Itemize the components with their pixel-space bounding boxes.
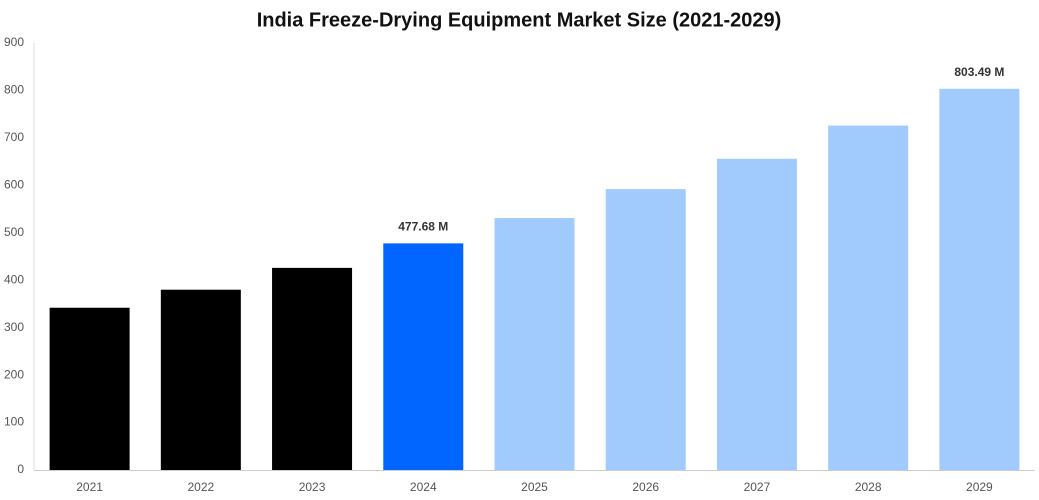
value-label: 803.49 M [954, 65, 1004, 79]
bar [605, 189, 686, 470]
bar [160, 289, 241, 470]
y-tick-label: 800 [4, 83, 24, 97]
x-tick-label: 2026 [632, 480, 659, 494]
x-tick-label: 2021 [76, 480, 103, 494]
bar [383, 243, 464, 470]
y-tick-label: 700 [4, 130, 24, 144]
bar [939, 88, 1020, 470]
bar [49, 307, 130, 470]
x-tick-label: 2024 [410, 480, 437, 494]
value-label: 477.68 M [398, 220, 448, 234]
y-tick-label: 400 [4, 272, 24, 286]
x-tick-label: 2029 [966, 480, 993, 494]
bar [828, 125, 909, 470]
bar [272, 267, 353, 470]
y-tick-label: 600 [4, 178, 24, 192]
x-tick-label: 2027 [744, 480, 771, 494]
y-tick-label: 200 [4, 367, 24, 381]
x-tick-label: 2025 [521, 480, 548, 494]
y-tick-label: 900 [4, 35, 24, 49]
x-tick-label: 2022 [187, 480, 214, 494]
x-tick-label: 2023 [299, 480, 326, 494]
chart-title: India Freeze-Drying Equipment Market Siz… [257, 9, 782, 31]
y-tick-label: 500 [4, 225, 24, 239]
y-tick-label: 0 [17, 462, 24, 476]
bar [716, 158, 797, 470]
x-tick-label: 2028 [855, 480, 882, 494]
y-tick-label: 100 [4, 415, 24, 429]
y-tick-label: 300 [4, 320, 24, 334]
bar [494, 218, 575, 470]
